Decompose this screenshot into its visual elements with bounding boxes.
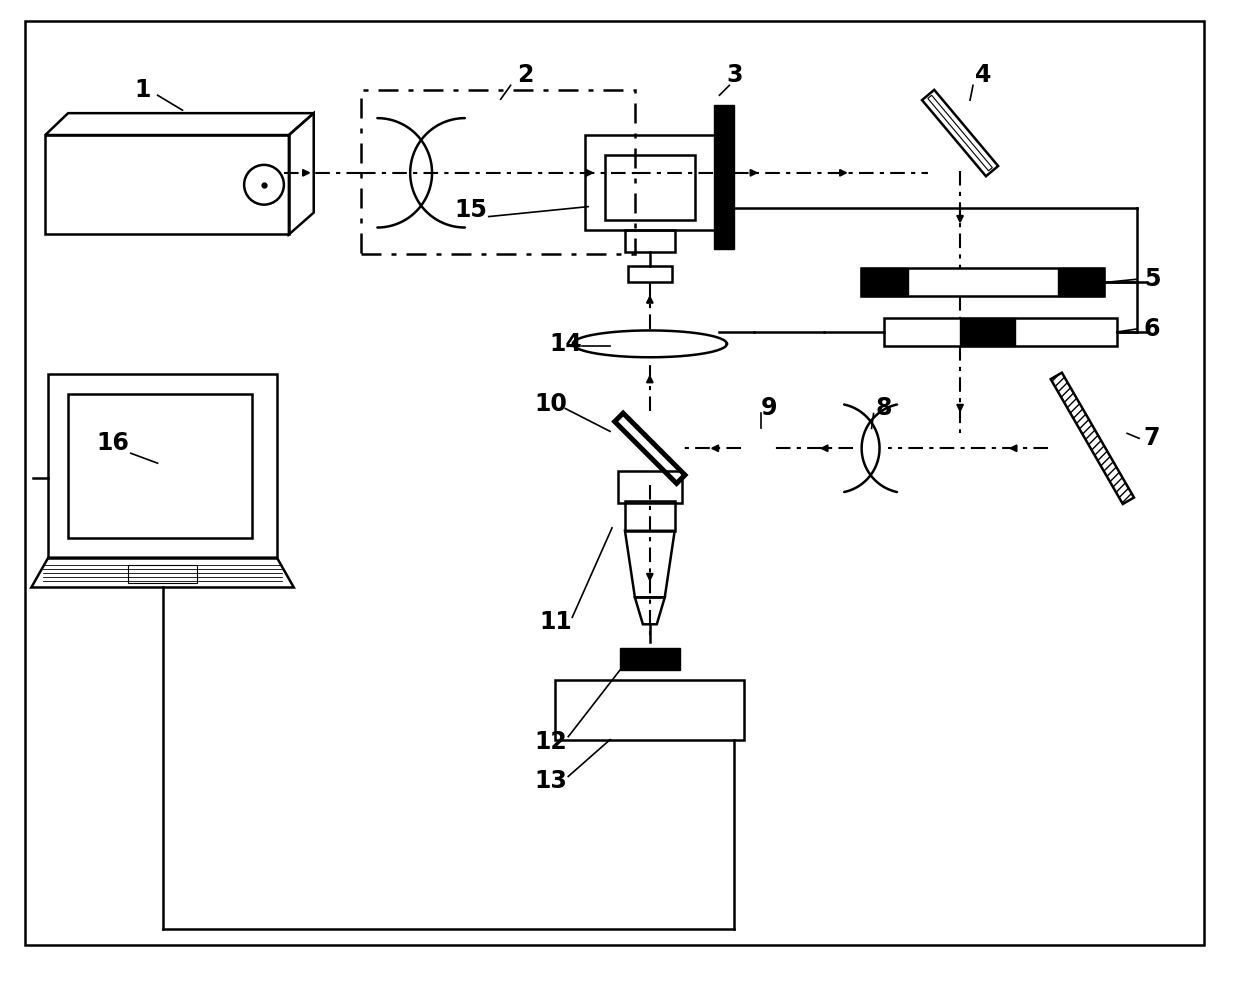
Text: 4: 4 xyxy=(975,64,991,87)
Text: 6: 6 xyxy=(1143,317,1161,341)
Bar xyxy=(1058,268,1105,296)
Bar xyxy=(861,268,909,296)
Bar xyxy=(68,393,252,538)
Bar xyxy=(861,268,1105,296)
Text: 10: 10 xyxy=(534,391,567,415)
Text: 1: 1 xyxy=(134,78,151,102)
Bar xyxy=(556,680,744,740)
Text: 11: 11 xyxy=(539,611,572,635)
Bar xyxy=(625,229,675,252)
Text: 9: 9 xyxy=(761,396,777,420)
Bar xyxy=(128,565,197,583)
Text: 16: 16 xyxy=(97,431,129,456)
Bar xyxy=(48,373,277,558)
Bar xyxy=(620,648,680,670)
Text: 8: 8 xyxy=(875,396,892,420)
Polygon shape xyxy=(1050,372,1135,504)
Bar xyxy=(884,318,1117,346)
Bar xyxy=(714,105,734,249)
Bar xyxy=(361,90,635,254)
Text: 3: 3 xyxy=(727,64,743,87)
Text: 14: 14 xyxy=(549,332,582,355)
Text: 12: 12 xyxy=(534,730,567,754)
Bar xyxy=(45,135,289,234)
Bar xyxy=(960,318,1014,346)
Bar xyxy=(605,155,694,219)
Text: 15: 15 xyxy=(454,198,487,221)
Bar xyxy=(625,501,675,531)
Bar xyxy=(585,135,719,229)
Text: 7: 7 xyxy=(1143,426,1161,451)
Text: 5: 5 xyxy=(1143,267,1161,291)
Text: 2: 2 xyxy=(517,64,533,87)
Text: 13: 13 xyxy=(534,770,567,793)
Bar xyxy=(627,266,672,282)
Bar xyxy=(618,471,682,503)
